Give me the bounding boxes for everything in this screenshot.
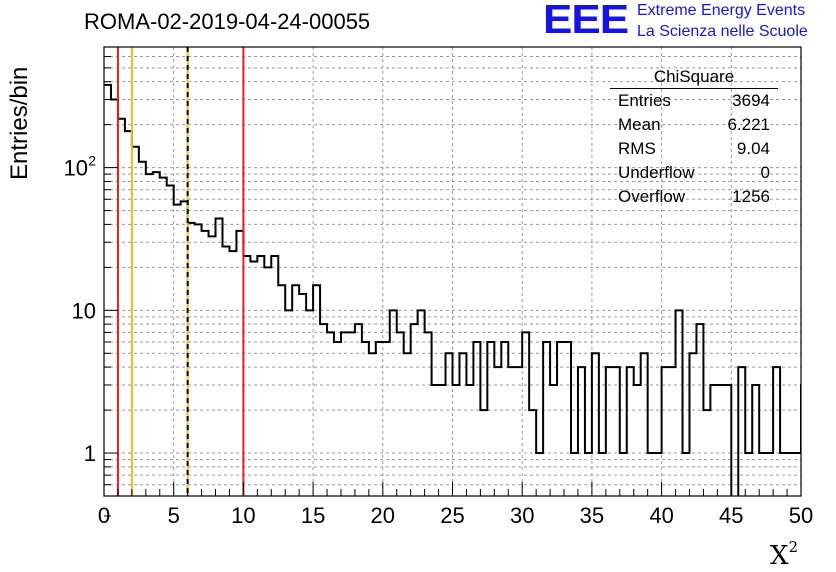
y-ticks xyxy=(104,46,118,517)
stats-value: 0 xyxy=(760,163,770,182)
y-tick-label: 10 xyxy=(64,156,88,181)
histogram-series xyxy=(104,83,801,496)
x-tick-label: 15 xyxy=(301,503,325,528)
x-tick-label: 5 xyxy=(168,503,180,528)
y-axis-label: Entries/bin xyxy=(6,66,33,180)
stats-row-underflow: Underflow 0 xyxy=(610,161,778,185)
x-tick-label: 10 xyxy=(231,503,255,528)
stats-value: 1256 xyxy=(732,187,770,206)
x-axis-label-superscript: 2 xyxy=(788,538,799,556)
eee-logo-line1: Extreme Energy Events xyxy=(637,2,806,19)
stats-row-rms: RMS 9.04 xyxy=(610,137,778,161)
stats-row-overflow: Overflow 1256 xyxy=(610,185,778,209)
x-tick-label: 20 xyxy=(371,503,395,528)
stats-label: RMS xyxy=(618,139,656,158)
x-tick-label: 35 xyxy=(580,503,604,528)
x-tick-label: 45 xyxy=(719,503,743,528)
stats-label: Overflow xyxy=(618,187,686,206)
stats-row-entries: Entries 3694 xyxy=(610,89,778,113)
y-tick-label-exponent: 2 xyxy=(88,153,96,169)
plot-title: ROMA-02-2019-04-24-00055 xyxy=(84,9,371,34)
stats-label: Underflow xyxy=(618,163,695,182)
stats-row-mean: Mean 6.221 xyxy=(610,113,778,137)
x-ticks xyxy=(103,482,802,496)
x-tick-label: 30 xyxy=(510,503,534,528)
eee-logo-line2: La Scienza nelle Scuole xyxy=(637,23,808,40)
stats-label: Entries xyxy=(618,91,671,110)
stats-box: ChiSquare Entries 3694 Mean 6.221 RMS 9.… xyxy=(610,66,778,209)
stats-value: 3694 xyxy=(732,91,770,110)
eee-logo-mark: EEE xyxy=(543,0,629,43)
y-tick-label: 10 xyxy=(72,298,96,323)
x-tick-label: 50 xyxy=(789,503,813,528)
stats-value: 6.221 xyxy=(727,115,770,134)
stats-label: Mean xyxy=(618,115,661,134)
x-axis-label: X2 xyxy=(770,538,798,571)
y-tick-label: 1 xyxy=(84,441,96,466)
stats-box-title: ChiSquare xyxy=(610,66,778,89)
stats-value: 9.04 xyxy=(736,139,770,158)
x-tick-label: 40 xyxy=(649,503,673,528)
x-tick-label: 25 xyxy=(440,503,464,528)
x-axis-label-base: X xyxy=(770,541,789,571)
